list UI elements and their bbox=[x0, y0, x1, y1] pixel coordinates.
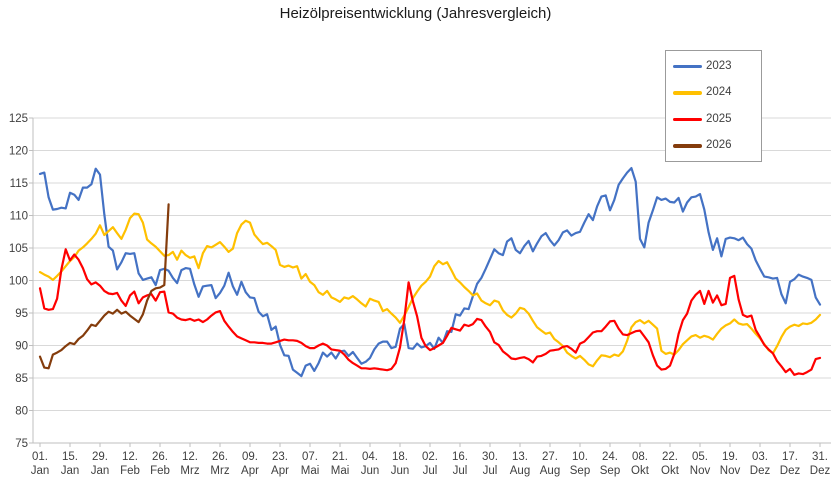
x-tick-label-month: Jul bbox=[423, 465, 438, 477]
x-tick-label-month: Aug bbox=[540, 465, 560, 477]
x-tick-label-day: 15. bbox=[62, 451, 78, 463]
x-tick-label-day: 05. bbox=[692, 451, 708, 463]
x-tick-label-month: Aug bbox=[510, 465, 530, 477]
x-tick-label-day: 08. bbox=[632, 451, 648, 463]
x-tick-label-day: 17. bbox=[782, 451, 798, 463]
x-tick-label-month: Jan bbox=[31, 465, 50, 477]
y-tick-label: 80 bbox=[15, 406, 28, 418]
x-tick-label-day: 02. bbox=[422, 451, 438, 463]
x-tick-label-month: Feb bbox=[120, 465, 140, 477]
x-tick-label-month: Apr bbox=[241, 465, 259, 477]
legend-entry-label: 2024 bbox=[706, 86, 732, 98]
x-tick-label-month: Jul bbox=[453, 465, 468, 477]
x-tick-label-month: Dez bbox=[750, 465, 771, 477]
y-tick-label: 120 bbox=[9, 146, 28, 158]
x-tick-label-month: Jun bbox=[361, 465, 380, 477]
x-tick-label-month: Mrz bbox=[210, 465, 229, 477]
x-axis-labels: 01. Jan 15. Jan 29. Jan 12. Feb 26. Feb 12. Mrz 26. M… bbox=[31, 443, 831, 477]
x-tick-label-month: Jun bbox=[391, 465, 410, 477]
y-tick-label: 95 bbox=[15, 308, 28, 320]
x-tick-label-month: Sep bbox=[600, 465, 620, 477]
legend: 2023 2024 2025 2026 bbox=[665, 50, 762, 162]
y-tick-label: 110 bbox=[10, 211, 28, 223]
x-tick-label-day: 07. bbox=[302, 451, 318, 463]
x-tick-label-day: 16. bbox=[452, 451, 468, 463]
y-tick-label: 100 bbox=[9, 276, 28, 288]
x-tick-label-day: 03. bbox=[752, 451, 768, 463]
x-tick-label-month: Mai bbox=[331, 465, 350, 477]
x-tick-label-day: 09. bbox=[242, 451, 258, 463]
x-tick-label-day: 24. bbox=[602, 451, 618, 463]
legend-entry-2024: 2024 bbox=[666, 81, 761, 105]
x-tick-label-day: 27. bbox=[542, 451, 558, 463]
x-tick-label-day: 26. bbox=[152, 451, 168, 463]
legend-entry-2025: 2025 bbox=[666, 107, 761, 131]
series-2025 bbox=[38, 248, 822, 376]
x-tick-label-month: Dez bbox=[780, 465, 801, 477]
y-tick-label: 85 bbox=[15, 373, 28, 385]
chart-title: Heizölpreisentwicklung (Jahresvergleich) bbox=[279, 5, 552, 22]
legend-entry-2026: 2026 bbox=[666, 134, 761, 158]
y-axis-labels: 75 80 85 90 95 100 105 110 115 120 125 bbox=[9, 113, 33, 450]
x-tick-label-month: Sep bbox=[570, 465, 590, 477]
x-tick-label-month: Apr bbox=[271, 465, 289, 477]
x-tick-label-month: Nov bbox=[720, 465, 741, 477]
x-tick-label-month: Okt bbox=[631, 465, 650, 477]
x-tick-label-day: 18. bbox=[392, 451, 408, 463]
y-tick-label: 75 bbox=[15, 438, 28, 450]
x-tick-label-day: 30. bbox=[482, 451, 498, 463]
x-tick-label-day: 29. bbox=[92, 451, 108, 463]
legend-entry-label: 2023 bbox=[706, 59, 732, 72]
x-tick-label-month: Feb bbox=[150, 465, 170, 477]
x-tick-label-month: Jul bbox=[483, 465, 498, 477]
x-tick-label-month: Jan bbox=[91, 465, 110, 477]
x-tick-label-day: 26. bbox=[212, 451, 228, 463]
series-2024 bbox=[38, 212, 822, 368]
legend-line-sample bbox=[673, 91, 702, 95]
y-tick-label: 90 bbox=[15, 341, 28, 353]
x-tick-label-day: 04. bbox=[362, 451, 378, 463]
x-tick-label-day: 21. bbox=[332, 451, 348, 463]
legend-line-sample bbox=[673, 117, 702, 121]
x-tick-label-day: 10. bbox=[572, 451, 588, 463]
x-tick-label-month: Okt bbox=[661, 465, 680, 477]
legend-entry-2023: 2023 bbox=[666, 54, 761, 78]
x-tick-label-month: Nov bbox=[690, 465, 711, 477]
series-2026 bbox=[38, 203, 170, 370]
x-tick-label-month: Jan bbox=[61, 465, 80, 477]
x-tick-label-day: 31. bbox=[812, 451, 828, 463]
series-2023 bbox=[38, 167, 822, 378]
x-tick-label-day: 22. bbox=[662, 451, 678, 463]
x-tick-label-day: 12. bbox=[182, 451, 198, 463]
x-tick-label-month: Mrz bbox=[180, 465, 199, 477]
legend-entry-label: 2026 bbox=[706, 139, 732, 151]
x-tick-label-day: 23. bbox=[272, 451, 288, 463]
legend-line-sample bbox=[673, 144, 702, 148]
x-tick-label-day: 13. bbox=[512, 451, 528, 463]
x-tick-label-day: 19. bbox=[722, 451, 738, 463]
x-tick-label-month: Mai bbox=[301, 465, 320, 477]
y-tick-label: 105 bbox=[9, 243, 28, 255]
x-tick-label-day: 12. bbox=[122, 451, 138, 463]
x-tick-label-day: 01. bbox=[32, 451, 48, 463]
y-tick-label: 125 bbox=[9, 113, 28, 125]
legend-line-sample bbox=[673, 64, 702, 68]
x-tick-label-month: Dez bbox=[810, 465, 831, 477]
legend-entry-label: 2025 bbox=[706, 112, 732, 125]
y-tick-label: 115 bbox=[10, 178, 28, 190]
